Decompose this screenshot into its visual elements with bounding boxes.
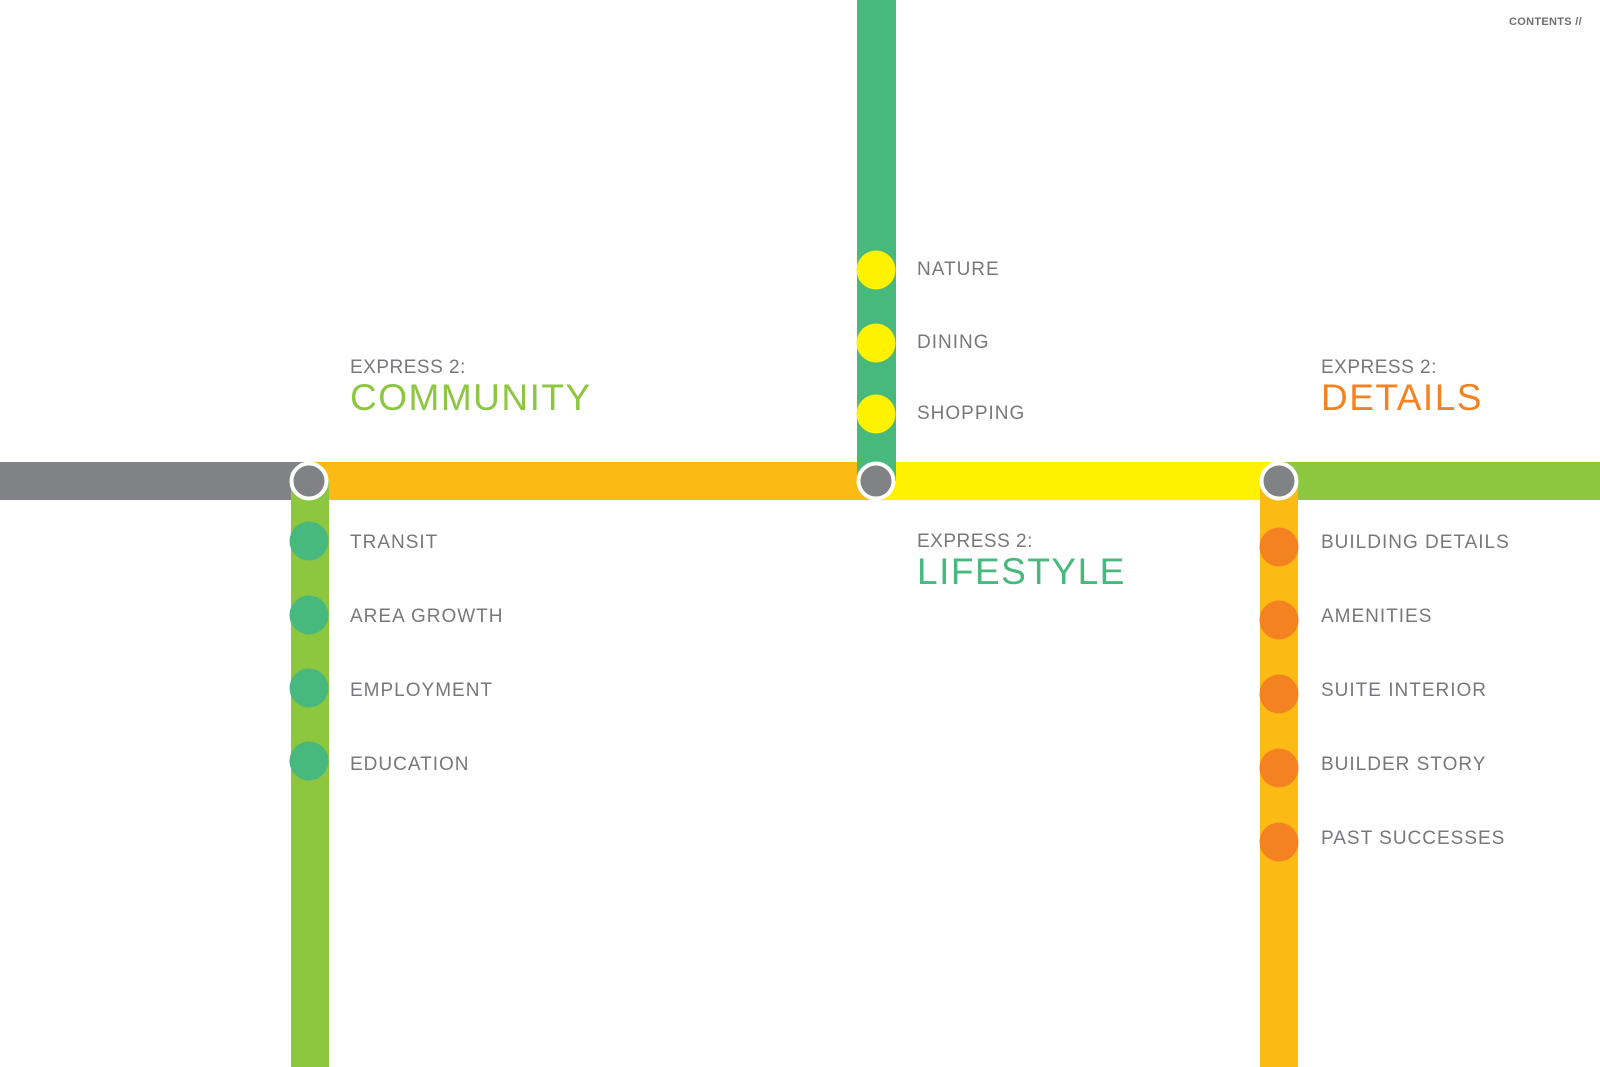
stop-dot-shopping[interactable]	[856, 394, 896, 434]
stop-label-employment[interactable]: EMPLOYMENT	[350, 680, 494, 701]
stop-label-area-growth[interactable]: AREA GROWTH	[350, 606, 504, 627]
stop-dot-suite-interior[interactable]	[1259, 674, 1299, 714]
stop-dot-past-successes[interactable]	[1259, 822, 1299, 862]
details-prefix: EXPRESS 2:	[1321, 357, 1437, 378]
stop-label-shopping[interactable]: SHOPPING	[917, 403, 1026, 424]
stop-label-education[interactable]: EDUCATION	[350, 754, 470, 775]
stop-label-past-successes[interactable]: PAST SUCCESSES	[1321, 828, 1506, 849]
stop-label-transit[interactable]: TRANSIT	[350, 532, 439, 553]
lifestyle-interchange[interactable]	[856, 461, 896, 501]
line-segment-orange	[309, 462, 876, 500]
line-segment-yellow	[876, 462, 1279, 500]
stop-dot-employment[interactable]	[289, 668, 329, 708]
details-interchange[interactable]	[1259, 461, 1299, 501]
stop-label-builder-story[interactable]: BUILDER STORY	[1321, 754, 1487, 775]
stop-dot-education[interactable]	[289, 741, 329, 781]
stop-dot-dining[interactable]	[856, 323, 896, 363]
stop-dot-amenities[interactable]	[1259, 600, 1299, 640]
stop-label-nature[interactable]: NATURE	[917, 259, 1000, 280]
stop-label-suite-interior[interactable]: SUITE INTERIOR	[1321, 680, 1488, 701]
stop-dot-nature[interactable]	[856, 250, 896, 290]
stop-dot-building-details[interactable]	[1259, 527, 1299, 567]
stop-label-amenities[interactable]: AMENITIES	[1321, 606, 1433, 627]
stop-dot-transit[interactable]	[289, 521, 329, 561]
community-interchange[interactable]	[289, 461, 329, 501]
lifestyle-prefix: EXPRESS 2:	[917, 531, 1033, 552]
details-title[interactable]: DETAILS	[1321, 377, 1483, 418]
stop-dot-builder-story[interactable]	[1259, 748, 1299, 788]
line-segment-gray	[0, 462, 309, 500]
stop-label-dining[interactable]: DINING	[917, 332, 990, 353]
lifestyle-title[interactable]: LIFESTYLE	[917, 551, 1126, 592]
contents-link[interactable]: CONTENTS //	[1509, 16, 1582, 28]
community-prefix: EXPRESS 2:	[350, 357, 466, 378]
community-title[interactable]: COMMUNITY	[350, 377, 592, 418]
stop-label-building-details[interactable]: BUILDING DETAILS	[1321, 532, 1510, 553]
stop-dot-area-growth[interactable]	[289, 595, 329, 635]
line-segment-green	[1279, 462, 1600, 500]
